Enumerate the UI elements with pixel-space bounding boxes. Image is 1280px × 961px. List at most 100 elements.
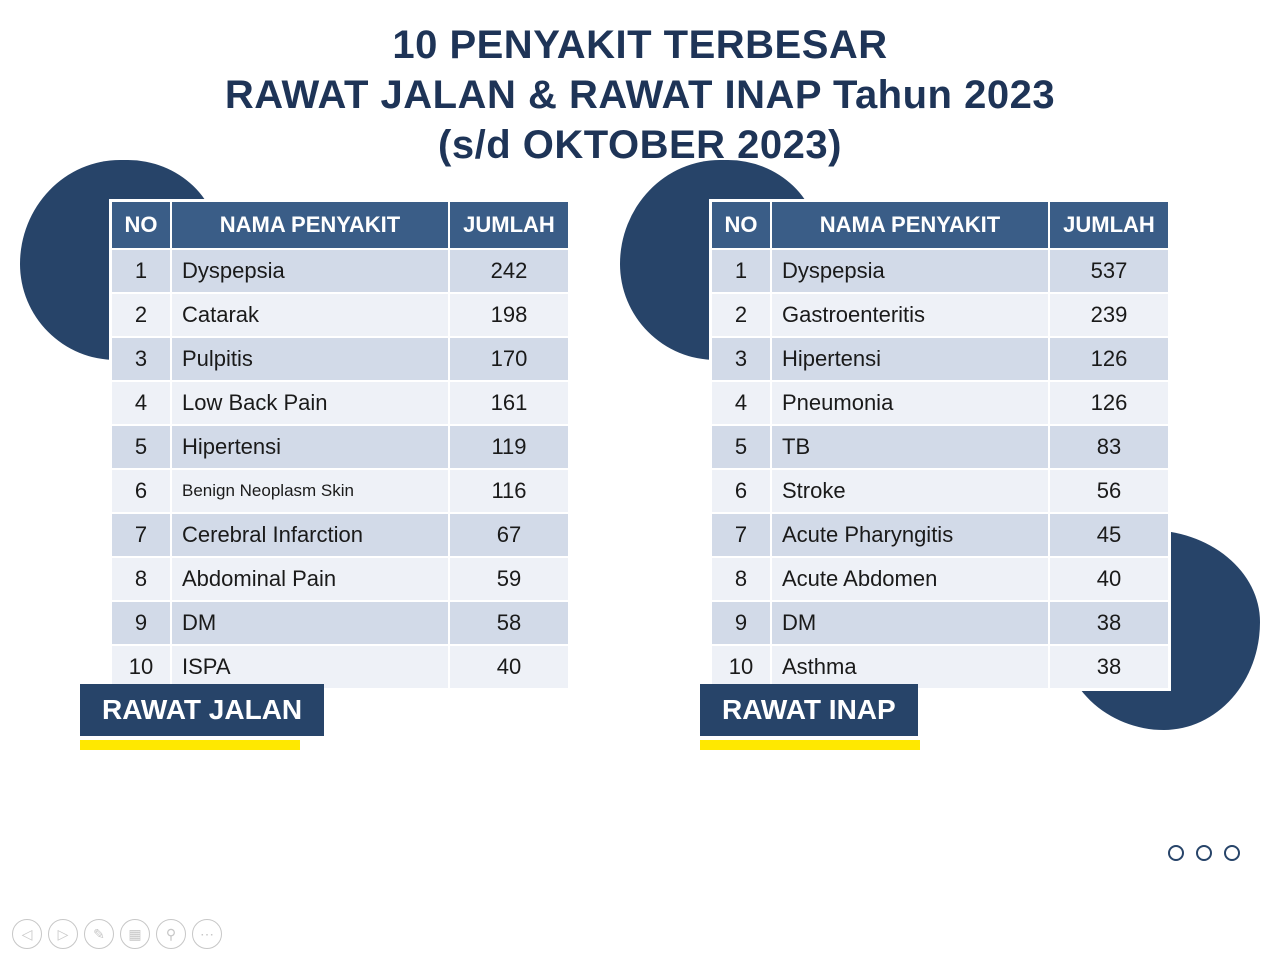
col-no: NO xyxy=(711,201,771,249)
cell-no: 9 xyxy=(711,601,771,645)
cell-count: 161 xyxy=(449,381,569,425)
cell-name: Asthma xyxy=(771,645,1049,689)
cell-count: 45 xyxy=(1049,513,1169,557)
table-row: 8Acute Abdomen40 xyxy=(711,557,1169,601)
cell-count: 58 xyxy=(449,601,569,645)
cell-no: 10 xyxy=(711,645,771,689)
caption-underline xyxy=(80,740,300,750)
zoom-icon[interactable]: ⚲ xyxy=(156,919,186,949)
cell-name: Low Back Pain xyxy=(171,381,449,425)
cell-count: 40 xyxy=(449,645,569,689)
cell-name: Dyspepsia xyxy=(771,249,1049,293)
table-rawat-jalan: NO NAMA PENYAKIT JUMLAH 1Dyspepsia2422Ca… xyxy=(110,200,570,690)
table-row: 1Dyspepsia537 xyxy=(711,249,1169,293)
table-row: 9DM38 xyxy=(711,601,1169,645)
table-row: 7Cerebral Infarction67 xyxy=(111,513,569,557)
cell-no: 7 xyxy=(711,513,771,557)
panel-rawat-inap: NO NAMA PENYAKIT JUMLAH 1Dyspepsia5372Ga… xyxy=(660,200,1220,750)
more-icon[interactable]: ⋯ xyxy=(192,919,222,949)
cell-name: Stroke xyxy=(771,469,1049,513)
cell-no: 8 xyxy=(711,557,771,601)
table-row: 6Benign Neoplasm Skin116 xyxy=(111,469,569,513)
pen-icon[interactable]: ✎ xyxy=(84,919,114,949)
cell-no: 7 xyxy=(111,513,171,557)
cell-count: 56 xyxy=(1049,469,1169,513)
cell-count: 40 xyxy=(1049,557,1169,601)
cell-name: Dyspepsia xyxy=(171,249,449,293)
cell-no: 1 xyxy=(111,249,171,293)
cell-no: 10 xyxy=(111,645,171,689)
cell-count: 38 xyxy=(1049,601,1169,645)
prev-icon[interactable]: ◁ xyxy=(12,919,42,949)
cell-no: 4 xyxy=(711,381,771,425)
page-title-block: 10 PENYAKIT TERBESAR RAWAT JALAN & RAWAT… xyxy=(0,0,1280,170)
cell-no: 3 xyxy=(111,337,171,381)
cell-name: Acute Abdomen xyxy=(771,557,1049,601)
title-line-3: (s/d OKTOBER 2023) xyxy=(0,120,1280,170)
cell-name: DM xyxy=(771,601,1049,645)
cell-name: Hipertensi xyxy=(171,425,449,469)
table-row: 5Hipertensi119 xyxy=(111,425,569,469)
cell-count: 119 xyxy=(449,425,569,469)
slideshow-controls: ◁ ▷ ✎ ▦ ⚲ ⋯ xyxy=(12,919,222,949)
cell-count: 126 xyxy=(1049,381,1169,425)
cell-name: ISPA xyxy=(171,645,449,689)
cell-name: Pulpitis xyxy=(171,337,449,381)
cell-no: 4 xyxy=(111,381,171,425)
cell-count: 116 xyxy=(449,469,569,513)
table-row: 9DM58 xyxy=(111,601,569,645)
slides-icon[interactable]: ▦ xyxy=(120,919,150,949)
cell-no: 1 xyxy=(711,249,771,293)
caption-underline xyxy=(700,740,920,750)
cell-name: Benign Neoplasm Skin xyxy=(171,469,449,513)
table-row: 3Hipertensi126 xyxy=(711,337,1169,381)
dot-icon xyxy=(1168,845,1184,861)
table-row: 2Gastroenteritis239 xyxy=(711,293,1169,337)
cell-no: 8 xyxy=(111,557,171,601)
cell-count: 170 xyxy=(449,337,569,381)
cell-no: 6 xyxy=(111,469,171,513)
table-row: 2Catarak198 xyxy=(111,293,569,337)
cell-name: Cerebral Infarction xyxy=(171,513,449,557)
cell-count: 59 xyxy=(449,557,569,601)
table-row: 10Asthma38 xyxy=(711,645,1169,689)
title-line-2: RAWAT JALAN & RAWAT INAP Tahun 2023 xyxy=(0,70,1280,120)
panel-rawat-jalan: NO NAMA PENYAKIT JUMLAH 1Dyspepsia2422Ca… xyxy=(60,200,620,750)
cell-name: Catarak xyxy=(171,293,449,337)
cell-no: 5 xyxy=(111,425,171,469)
table-row: 3Pulpitis170 xyxy=(111,337,569,381)
col-count: JUMLAH xyxy=(449,201,569,249)
table-row: 6Stroke56 xyxy=(711,469,1169,513)
table-row: 5TB83 xyxy=(711,425,1169,469)
cell-name: Hipertensi xyxy=(771,337,1049,381)
cell-count: 83 xyxy=(1049,425,1169,469)
caption-rawat-inap: RAWAT INAP xyxy=(700,684,918,736)
cell-no: 2 xyxy=(711,293,771,337)
cell-no: 6 xyxy=(711,469,771,513)
cell-name: Pneumonia xyxy=(771,381,1049,425)
col-count: JUMLAH xyxy=(1049,201,1169,249)
next-icon[interactable]: ▷ xyxy=(48,919,78,949)
cell-name: Gastroenteritis xyxy=(771,293,1049,337)
decor-dots xyxy=(1168,845,1240,861)
cell-name: TB xyxy=(771,425,1049,469)
cell-no: 3 xyxy=(711,337,771,381)
col-name: NAMA PENYAKIT xyxy=(171,201,449,249)
dot-icon xyxy=(1224,845,1240,861)
table-row: 7Acute Pharyngitis45 xyxy=(711,513,1169,557)
title-line-1: 10 PENYAKIT TERBESAR xyxy=(0,20,1280,70)
cell-name: Abdominal Pain xyxy=(171,557,449,601)
table-rawat-inap: NO NAMA PENYAKIT JUMLAH 1Dyspepsia5372Ga… xyxy=(710,200,1170,690)
col-no: NO xyxy=(111,201,171,249)
cell-no: 9 xyxy=(111,601,171,645)
cell-count: 126 xyxy=(1049,337,1169,381)
cell-no: 2 xyxy=(111,293,171,337)
cell-count: 239 xyxy=(1049,293,1169,337)
cell-count: 537 xyxy=(1049,249,1169,293)
table-row: 10ISPA40 xyxy=(111,645,569,689)
table-row: 4Low Back Pain161 xyxy=(111,381,569,425)
cell-no: 5 xyxy=(711,425,771,469)
table-row: 8Abdominal Pain59 xyxy=(111,557,569,601)
cell-count: 38 xyxy=(1049,645,1169,689)
col-name: NAMA PENYAKIT xyxy=(771,201,1049,249)
